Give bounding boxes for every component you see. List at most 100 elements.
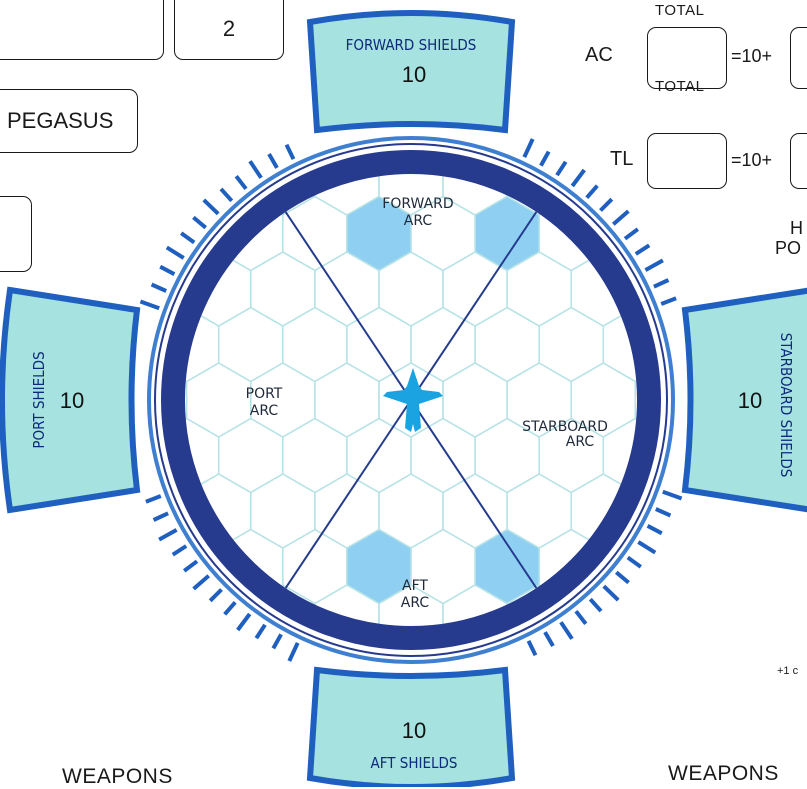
tl-total-field[interactable] [647, 133, 727, 189]
grid-hex [185, 174, 252, 216]
aft-shields-panel[interactable]: 10 AFT SHIELDS [306, 666, 516, 787]
tick-mark [611, 209, 630, 226]
grid-hex [155, 641, 219, 715]
tick-mark [570, 168, 586, 188]
grid-hex [187, 30, 251, 104]
shield-tick-marks [139, 138, 683, 662]
tick-mark [152, 511, 169, 522]
main-ring [161, 150, 661, 650]
tick-mark [234, 174, 248, 191]
ac-total-field[interactable] [647, 27, 727, 89]
tick-mark [543, 631, 555, 647]
port-shields-panel[interactable]: PORT SHIELDS 10 [0, 286, 141, 514]
tick-mark [662, 489, 683, 501]
grid-hex [123, 30, 187, 104]
grid-hex [667, 86, 731, 160]
grid-hex [667, 0, 731, 49]
forward-shields-title: FORWARD SHIELDS [346, 36, 477, 54]
tick-mark [236, 612, 252, 632]
starboard-shields-value: 10 [738, 388, 762, 413]
tier-value-box[interactable]: 2 [174, 0, 284, 60]
grid-hex [570, 584, 637, 626]
highlight-hex [251, 696, 315, 770]
grid-hex [539, 641, 603, 715]
forward-arc-label-2: ARC [404, 213, 433, 229]
grid-hex [667, 641, 731, 715]
tick-mark [182, 559, 199, 573]
ship-stat-field[interactable] [0, 196, 32, 272]
tick-mark [271, 633, 283, 650]
tick-mark [522, 138, 535, 158]
tick-mark [219, 187, 234, 203]
aft-shields-value: 10 [402, 718, 426, 743]
tick-mark [223, 600, 237, 616]
starboard-shields-panel[interactable]: 10 STARBOARD SHIELDS [681, 287, 807, 513]
tick-mark [208, 588, 223, 603]
ac-bonus-field[interactable] [790, 27, 807, 89]
grid-hex [185, 174, 188, 216]
tick-mark [644, 258, 664, 272]
ac-label: AC [585, 44, 613, 66]
tick-mark [159, 264, 176, 276]
tick-mark [254, 623, 267, 640]
tick-mark [555, 160, 568, 177]
tick-mark [654, 507, 672, 518]
port-arc-label-1: PORT [246, 386, 283, 402]
grid-hex [539, 0, 603, 49]
tick-mark [623, 227, 639, 241]
grid-hex [219, 0, 283, 49]
aft-shields-title: AFT SHIELDS [371, 754, 458, 772]
grid-hex [603, 752, 667, 788]
tick-mark [574, 609, 588, 626]
port-shields-title: PORT SHIELDS [30, 351, 48, 448]
highlight-hex [507, 30, 571, 104]
outer-ring-inner [154, 143, 668, 657]
ship-name-field[interactable]: PEGASUS [0, 89, 138, 153]
right-label-fragment-1: H [790, 218, 803, 238]
tick-mark [637, 540, 657, 555]
grid-hex [634, 362, 637, 438]
grid-hex [634, 174, 637, 216]
ship-name: PEGASUS [7, 108, 114, 133]
tick-mark [192, 215, 207, 230]
tick-mark [158, 528, 178, 542]
grid-hex [571, 696, 635, 770]
tl-label: TL [610, 148, 634, 170]
grid-hex [603, 0, 667, 49]
grid-hex [185, 584, 252, 626]
ship-icon[interactable] [383, 368, 443, 432]
character-name-field[interactable] [0, 0, 164, 60]
tl-bonus-field[interactable] [790, 133, 807, 189]
grid-hex [667, 197, 731, 271]
grid-hex [185, 584, 188, 626]
grid-hex [667, 530, 731, 604]
tick-mark [585, 184, 599, 200]
grid-hex [570, 174, 637, 216]
tick-mark [615, 570, 630, 585]
port-arc-label-2: ARC [250, 403, 279, 419]
forward-shields-value: 10 [402, 62, 426, 87]
grid-hex [155, 752, 219, 788]
aft-arc-label-2: ARC [401, 595, 430, 611]
forward-shields-panel[interactable]: FORWARD SHIELDS 10 [306, 10, 516, 134]
tier-value: 2 [222, 16, 236, 41]
grid-hex [635, 30, 699, 104]
tl-total-label: TOTAL [655, 78, 705, 95]
tick-mark [145, 494, 162, 504]
grid-hex [155, 86, 219, 160]
highlight-hex [507, 696, 571, 770]
tick-mark [150, 282, 168, 293]
grid-hex [539, 752, 603, 788]
tick-mark [284, 143, 296, 160]
tick-mark [588, 597, 603, 613]
grid-hex [219, 641, 283, 715]
tick-mark [287, 642, 300, 662]
tick-mark [171, 544, 188, 557]
tick-mark [626, 555, 642, 569]
grid-hex [635, 696, 699, 770]
grid-hex [603, 641, 667, 715]
tick-mark [634, 243, 651, 256]
aft-arc-label-1: AFT [402, 578, 428, 594]
forward-arc-label-1: FORWARD [382, 196, 453, 212]
